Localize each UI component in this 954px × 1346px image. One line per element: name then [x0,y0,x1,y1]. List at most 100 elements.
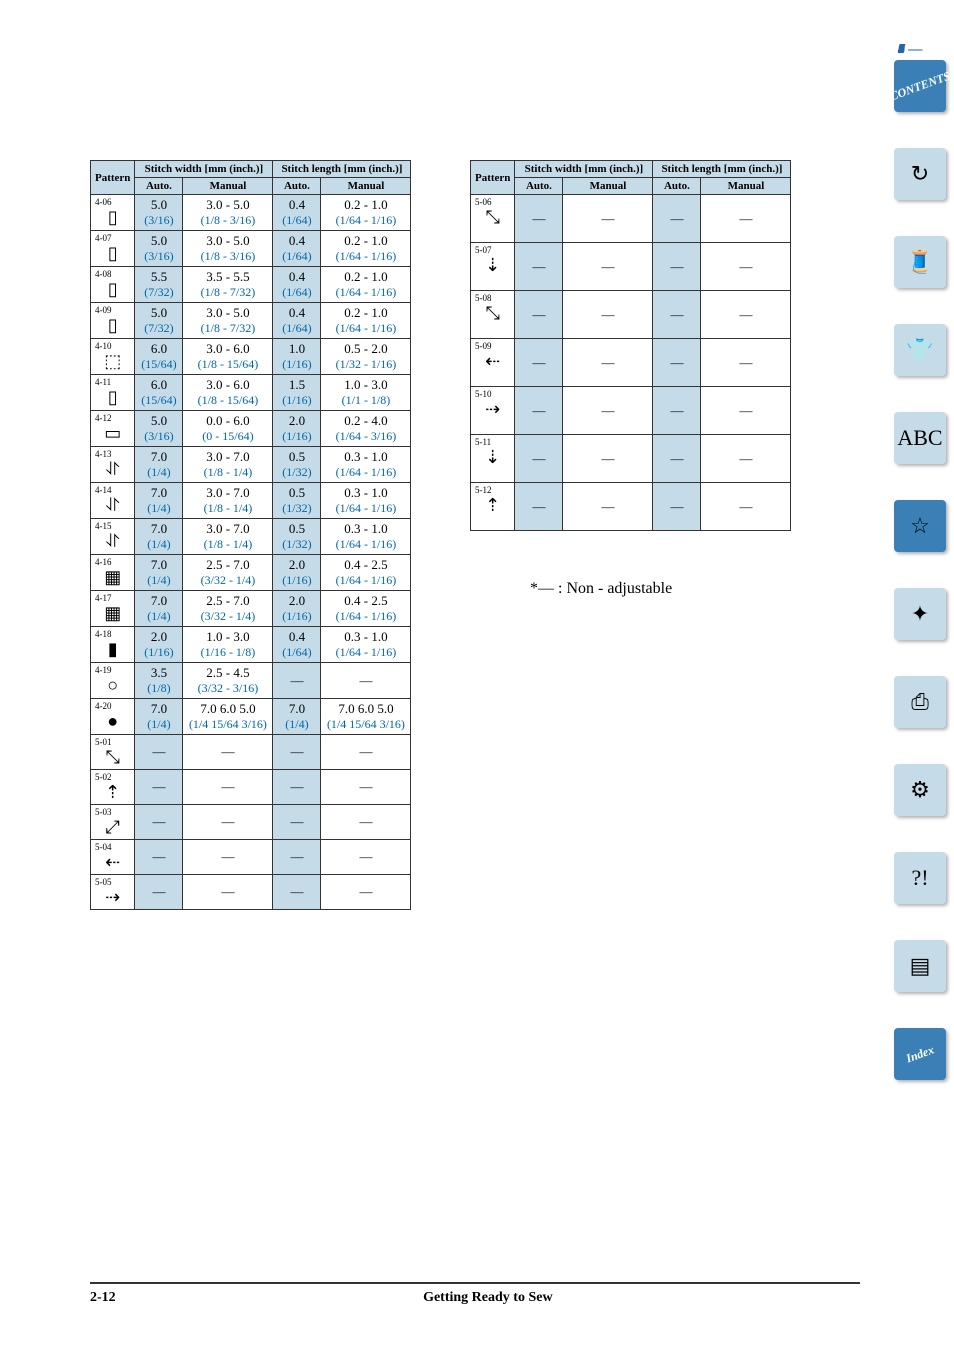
width-auto: 2.0(1/16) [135,627,183,663]
chapter-tab[interactable]: 6 —✦ [894,588,954,640]
table-row: 4-06▯5.0(3/16)3.0 - 5.0(1/8 - 3/16)0.4(1… [91,195,411,231]
table-row: 5-01⤡———— [91,735,411,770]
chapter-tab[interactable]: 2 —🧵 [894,236,954,288]
width-manual: 3.0 - 5.0(1/8 - 3/16) [183,195,273,231]
pattern-cell: 4-14⥯ [91,483,135,519]
pattern-cell: 5-05⇢ [91,875,135,910]
width-auto: 5.0(7/32) [135,303,183,339]
width-manual: 3.0 - 7.0(1/8 - 1/4) [183,447,273,483]
pattern-cell: 5-07⇣ [471,243,515,291]
length-manual: 0.4 - 2.5(1/64 - 1/16) [321,591,411,627]
width-auto: 7.0(1/4) [135,699,183,735]
chapter-tab[interactable]: 1 —↻ [894,148,954,200]
width-manual: 3.0 - 7.0(1/8 - 1/4) [183,519,273,555]
width-manual: — [183,840,273,875]
col-pattern-r: Pattern [471,161,515,195]
pattern-cell: 5-09⇠ [471,339,515,387]
width-auto: — [515,243,563,291]
table-row: 4-07▯5.0(3/16)3.0 - 5.0(1/8 - 3/16)0.4(1… [91,231,411,267]
length-manual: — [701,435,791,483]
length-auto: 1.0(1/16) [273,339,321,375]
width-manual: 3.5 - 5.5(1/8 - 7/32) [183,267,273,303]
width-auto: — [135,875,183,910]
chapter-tab[interactable]: 8 —⚙ [894,764,954,816]
table-row: 4-16▦7.0(1/4)2.5 - 7.0(3/32 - 1/4)2.0(1/… [91,555,411,591]
width-manual: 7.0 6.0 5.0(1/4 15/64 3/16) [183,699,273,735]
width-manual: 3.0 - 6.0(1/8 - 15/64) [183,375,273,411]
width-auto: — [135,770,183,805]
length-manual: 7.0 6.0 5.0(1/4 15/64 3/16) [321,699,411,735]
length-auto: — [653,387,701,435]
length-auto: 0.4(1/64) [273,267,321,303]
width-auto: — [515,291,563,339]
length-manual: — [701,291,791,339]
pattern-cell: 5-06⤡ [471,195,515,243]
length-manual: 0.4 - 2.5(1/64 - 1/16) [321,555,411,591]
chapter-tab[interactable]: 5 —☆ [894,500,954,552]
chapter-tab[interactable]: CONTENTS [894,60,954,112]
pattern-cell: 4-19○ [91,663,135,699]
tab-icon: ↻ [894,148,946,200]
width-auto: — [135,805,183,840]
table-row: 4-14⥯7.0(1/4)3.0 - 7.0(1/8 - 1/4)0.5(1/3… [91,483,411,519]
width-auto: — [515,339,563,387]
length-auto: — [653,339,701,387]
width-manual: 3.0 - 7.0(1/8 - 1/4) [183,483,273,519]
width-manual: — [563,435,653,483]
length-manual: — [321,735,411,770]
length-manual: 0.2 - 1.0(1/64 - 1/16) [321,303,411,339]
pattern-cell: 5-02⇡ [91,770,135,805]
width-manual: — [563,387,653,435]
pattern-cell: 4-11▯ [91,375,135,411]
width-auto: — [135,840,183,875]
width-manual: — [563,291,653,339]
stitch-table-right: Pattern Stitch width [mm (inch.)] Stitch… [470,160,791,531]
length-manual: — [701,387,791,435]
chapter-tab[interactable]: 4 —ABC [894,412,954,464]
table-row: 4-13⥯7.0(1/4)3.0 - 7.0(1/8 - 1/4)0.5(1/3… [91,447,411,483]
length-manual: 0.5 - 2.0(1/32 - 1/16) [321,339,411,375]
width-manual: — [183,875,273,910]
table-row: 4-18▮2.0(1/16)1.0 - 3.0(1/16 - 1/8)0.4(1… [91,627,411,663]
table-row: 4-12▭5.0(3/16)0.0 - 6.0(0 - 15/64)2.0(1/… [91,411,411,447]
table-row: 4-11▯6.0(15/64)3.0 - 6.0(1/8 - 15/64)1.5… [91,375,411,411]
tab-icon: ABC [894,412,946,464]
pattern-cell: 4-07▯ [91,231,135,267]
width-auto: 7.0(1/4) [135,483,183,519]
table-row: 4-10⬚6.0(15/64)3.0 - 6.0(1/8 - 15/64)1.0… [91,339,411,375]
length-manual: 1.0 - 3.0(1/1 - 1/8) [321,375,411,411]
chapter-tab[interactable]: 9 —?! [894,852,954,904]
width-auto: 3.5(1/8) [135,663,183,699]
page-number: 2-12 [90,1290,116,1306]
length-auto: — [273,735,321,770]
pattern-cell: 4-13⥯ [91,447,135,483]
table-row: 4-08▯5.5(7/32)3.5 - 5.5(1/8 - 7/32)0.4(1… [91,267,411,303]
chapter-tab[interactable]: 7 —⎙ [894,676,954,728]
length-auto: 7.0(1/4) [273,699,321,735]
width-manual: 3.0 - 5.0(1/8 - 3/16) [183,231,273,267]
chapter-tab[interactable]: 3 —👕 [894,324,954,376]
chapter-tab[interactable]: Index [894,1028,954,1080]
width-auto: 5.0(3/16) [135,195,183,231]
width-manual: 2.5 - 7.0(3/32 - 1/4) [183,555,273,591]
width-manual: 3.0 - 6.0(1/8 - 15/64) [183,339,273,375]
pattern-cell: 5-08⤡ [471,291,515,339]
col-length-auto: Auto. [273,178,321,195]
length-auto: 0.5(1/32) [273,483,321,519]
chapter-tab[interactable]: ▤ [894,940,954,992]
width-manual: — [183,735,273,770]
length-manual: 0.3 - 1.0(1/64 - 1/16) [321,627,411,663]
length-auto: 2.0(1/16) [273,591,321,627]
pattern-cell: 4-10⬚ [91,339,135,375]
col-width-auto: Auto. [135,178,183,195]
length-auto: 0.4(1/64) [273,195,321,231]
length-auto: — [273,663,321,699]
width-manual: — [563,483,653,531]
tab-number: 9 — [898,42,923,58]
length-auto: — [653,435,701,483]
tab-icon: ⎙ [894,676,946,728]
pattern-cell: 5-01⤡ [91,735,135,770]
width-auto: — [515,387,563,435]
tab-label: Index [887,1021,954,1088]
length-auto: 2.0(1/16) [273,555,321,591]
